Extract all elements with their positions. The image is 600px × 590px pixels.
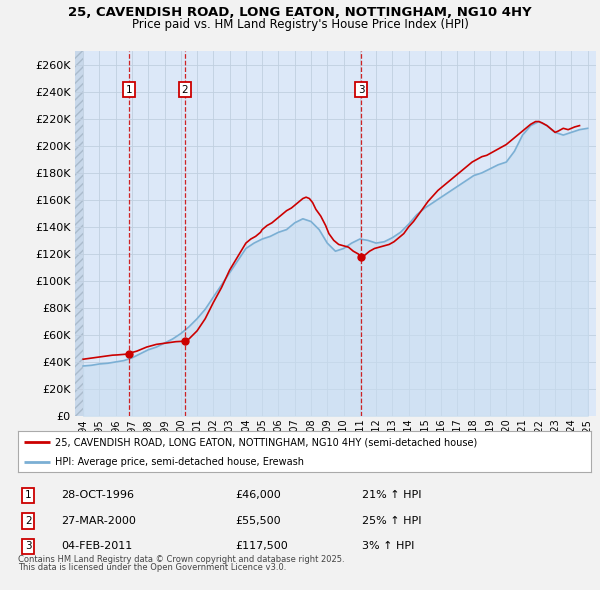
Text: 3% ↑ HPI: 3% ↑ HPI [362,542,414,552]
Text: 1: 1 [25,490,32,500]
Bar [75,51,83,416]
Text: 3: 3 [25,542,32,552]
Text: Price paid vs. HM Land Registry's House Price Index (HPI): Price paid vs. HM Land Registry's House … [131,18,469,31]
Text: 04-FEB-2011: 04-FEB-2011 [61,542,132,552]
Text: 25, CAVENDISH ROAD, LONG EATON, NOTTINGHAM, NG10 4HY (semi-detached house): 25, CAVENDISH ROAD, LONG EATON, NOTTINGH… [55,437,478,447]
Text: 21% ↑ HPI: 21% ↑ HPI [362,490,421,500]
Text: £117,500: £117,500 [236,542,289,552]
Text: 25% ↑ HPI: 25% ↑ HPI [362,516,421,526]
Text: £46,000: £46,000 [236,490,281,500]
Text: Contains HM Land Registry data © Crown copyright and database right 2025.: Contains HM Land Registry data © Crown c… [18,555,344,563]
Text: 27-MAR-2000: 27-MAR-2000 [61,516,136,526]
Text: £55,500: £55,500 [236,516,281,526]
Text: 2: 2 [25,516,32,526]
Text: 2: 2 [181,84,188,94]
Text: HPI: Average price, semi-detached house, Erewash: HPI: Average price, semi-detached house,… [55,457,304,467]
Text: 3: 3 [358,84,365,94]
Text: 28-OCT-1996: 28-OCT-1996 [61,490,134,500]
Text: This data is licensed under the Open Government Licence v3.0.: This data is licensed under the Open Gov… [18,563,286,572]
Text: 1: 1 [126,84,133,94]
Text: 25, CAVENDISH ROAD, LONG EATON, NOTTINGHAM, NG10 4HY: 25, CAVENDISH ROAD, LONG EATON, NOTTINGH… [68,6,532,19]
